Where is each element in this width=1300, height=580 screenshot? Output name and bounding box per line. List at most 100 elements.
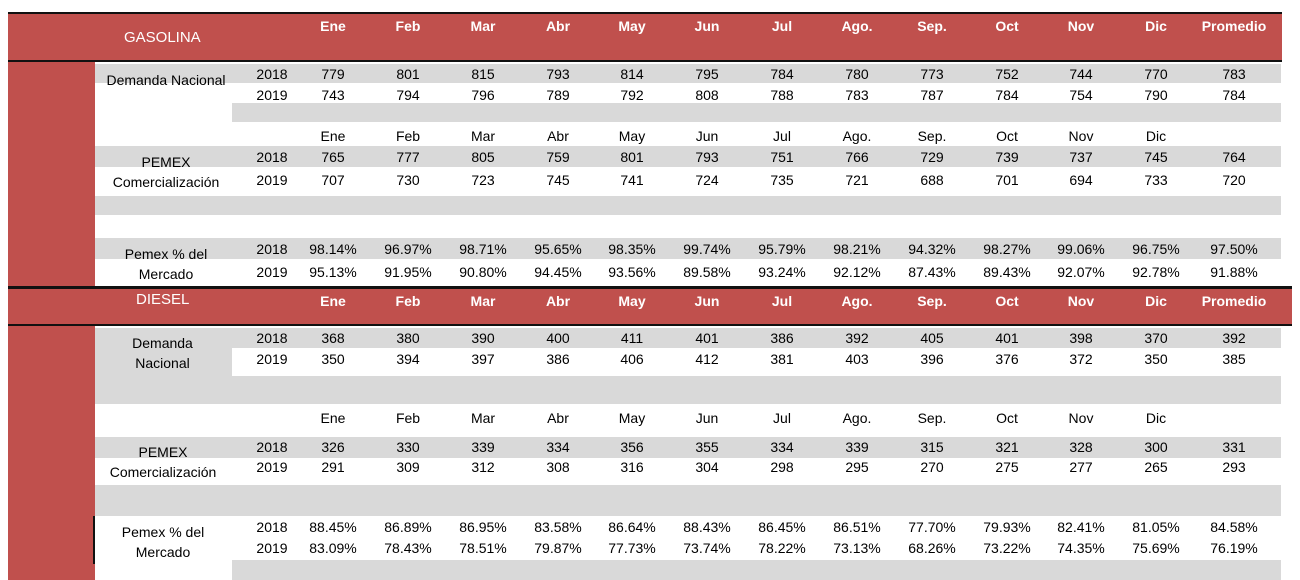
month-header: Nov xyxy=(1067,293,1095,309)
value-cell: 295 xyxy=(845,459,869,475)
month-header: Jul xyxy=(771,293,793,309)
value-cell: 787 xyxy=(920,87,944,103)
value-cell: 694 xyxy=(1069,172,1093,188)
value-cell: 304 xyxy=(695,459,719,475)
value-cell: 788 xyxy=(770,87,794,103)
average-header: Promedio xyxy=(1201,293,1267,309)
diesel-band xyxy=(95,348,232,376)
value-cell: 792 xyxy=(620,87,644,103)
value-cell: 401 xyxy=(695,330,719,346)
month-header: Jun xyxy=(694,293,720,309)
diesel-header-bottom-rule xyxy=(8,324,1292,326)
year-cell: 2018 xyxy=(256,330,288,346)
value-cell: 759 xyxy=(546,149,570,165)
value-cell: 79.93% xyxy=(983,519,1031,535)
month-header: Sep. xyxy=(917,293,947,309)
value-cell: 73.13% xyxy=(833,540,881,556)
gasolina-band xyxy=(232,103,1281,122)
diesel-demanda-label-line1: Demanda xyxy=(132,335,193,351)
month-label: Dic xyxy=(1145,128,1167,144)
value-cell: 815 xyxy=(471,66,495,82)
value-cell: 754 xyxy=(1069,87,1093,103)
value-cell: 86.51% xyxy=(833,519,881,535)
gasolina-header-band xyxy=(8,14,1282,60)
value-cell: 368 xyxy=(321,330,345,346)
month-label: May xyxy=(618,410,646,426)
month-header: Oct xyxy=(995,18,1019,34)
value-cell: 386 xyxy=(770,330,794,346)
value-cell: 86.45% xyxy=(758,519,806,535)
value-cell: 99.74% xyxy=(683,241,731,257)
month-label: Abr xyxy=(547,128,569,144)
year-cell: 2019 xyxy=(256,540,288,556)
value-cell: 406 xyxy=(620,351,644,367)
value-cell: 275 xyxy=(995,459,1019,475)
year-cell: 2019 xyxy=(256,459,288,475)
gasolina-band xyxy=(95,196,1281,215)
year-cell: 2018 xyxy=(256,241,288,257)
gasolina-side-bar xyxy=(8,62,95,288)
value-cell: 95.13% xyxy=(309,264,357,280)
average-cell: 720 xyxy=(1222,172,1246,188)
value-cell: 86.89% xyxy=(384,519,432,535)
value-cell: 291 xyxy=(321,459,345,475)
gasolina-pemex-label: PEMEX Comercialización xyxy=(96,152,236,192)
value-cell: 298 xyxy=(770,459,794,475)
gasolina-pct-label-line2: Mercado xyxy=(138,266,194,282)
value-cell: 96.75% xyxy=(1132,241,1180,257)
value-cell: 81.05% xyxy=(1132,519,1180,535)
value-cell: 96.97% xyxy=(384,241,432,257)
year-cell: 2019 xyxy=(256,264,288,280)
value-cell: 745 xyxy=(546,172,570,188)
value-cell: 78.22% xyxy=(758,540,806,556)
value-cell: 412 xyxy=(695,351,719,367)
gasolina-band xyxy=(95,64,1281,83)
year-cell: 2018 xyxy=(256,66,288,82)
value-cell: 93.56% xyxy=(608,264,656,280)
diesel-band xyxy=(232,560,1281,580)
diesel-pemex-label: PEMEX Comercialización xyxy=(93,442,233,482)
value-cell: 397 xyxy=(471,351,495,367)
value-cell: 751 xyxy=(770,149,794,165)
value-cell: 737 xyxy=(1069,149,1093,165)
value-cell: 390 xyxy=(471,330,495,346)
month-header: Ago. xyxy=(841,18,873,34)
value-cell: 86.95% xyxy=(459,519,507,535)
value-cell: 724 xyxy=(695,172,719,188)
value-cell: 701 xyxy=(995,172,1019,188)
month-label: Ene xyxy=(320,128,346,144)
value-cell: 380 xyxy=(396,330,420,346)
value-cell: 99.06% xyxy=(1057,241,1105,257)
value-cell: 312 xyxy=(471,459,495,475)
month-header: Oct xyxy=(995,293,1019,309)
value-cell: 68.26% xyxy=(908,540,956,556)
value-cell: 339 xyxy=(471,439,495,455)
value-cell: 793 xyxy=(695,149,719,165)
value-cell: 265 xyxy=(1144,459,1168,475)
average-cell: 385 xyxy=(1222,351,1246,367)
year-cell: 2019 xyxy=(256,172,288,188)
value-cell: 330 xyxy=(396,439,420,455)
value-cell: 401 xyxy=(995,330,1019,346)
value-cell: 75.69% xyxy=(1132,540,1180,556)
value-cell: 814 xyxy=(620,66,644,82)
diesel-side-rule xyxy=(93,516,95,564)
value-cell: 744 xyxy=(1069,66,1093,82)
month-label: Jun xyxy=(695,410,719,426)
average-header: Promedio xyxy=(1201,18,1267,34)
value-cell: 411 xyxy=(620,330,644,346)
month-header: Nov xyxy=(1067,18,1095,34)
month-label: Nov xyxy=(1068,128,1094,144)
average-cell: 293 xyxy=(1222,459,1246,475)
diesel-band xyxy=(95,328,1281,348)
diesel-pct-label-line1: Pemex % del xyxy=(121,524,205,540)
average-cell: 784 xyxy=(1222,87,1246,103)
diesel-band xyxy=(95,376,1281,404)
value-cell: 277 xyxy=(1069,459,1093,475)
value-cell: 733 xyxy=(1144,172,1168,188)
month-label: Jul xyxy=(773,410,791,426)
value-cell: 801 xyxy=(396,66,420,82)
value-cell: 796 xyxy=(471,87,495,103)
diesel-band xyxy=(95,437,1281,458)
value-cell: 92.12% xyxy=(833,264,881,280)
